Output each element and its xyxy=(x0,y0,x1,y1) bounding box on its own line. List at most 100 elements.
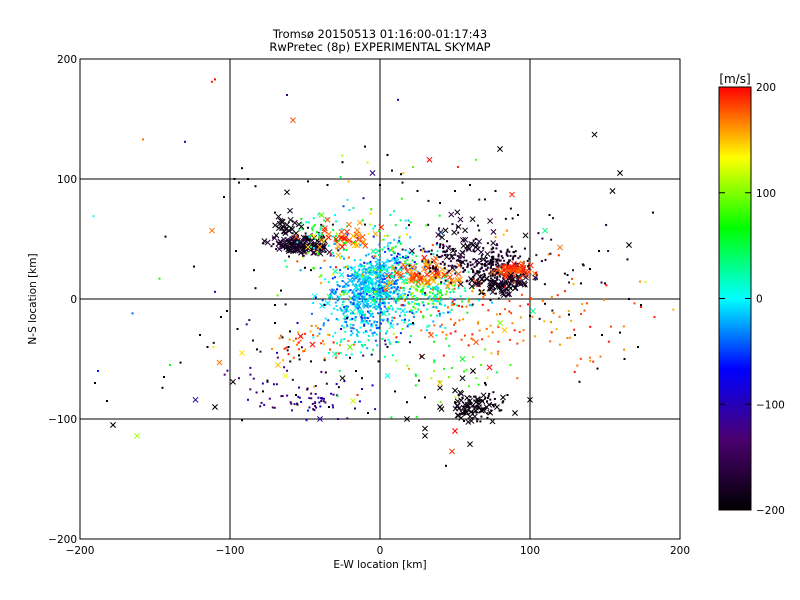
scatter-point xyxy=(334,291,337,294)
scatter-point xyxy=(439,289,442,292)
scatter-point xyxy=(568,313,570,316)
scatter-point xyxy=(319,282,322,285)
scatter-cross xyxy=(498,269,505,276)
scatter-point xyxy=(226,369,229,372)
scatter-cross xyxy=(300,234,307,241)
scatter-point xyxy=(349,289,352,292)
scatter-point xyxy=(393,286,396,289)
scatter-point xyxy=(457,258,460,261)
scatter-point xyxy=(259,350,262,353)
scatter-point xyxy=(501,263,504,266)
scatter-point xyxy=(403,304,406,307)
scatter-point xyxy=(304,232,307,235)
scatter-point xyxy=(363,295,366,298)
scatter-point xyxy=(353,341,356,344)
scatter-point xyxy=(566,274,569,276)
scatter-point xyxy=(388,294,391,297)
scatter-point xyxy=(299,339,302,342)
scatter-point xyxy=(358,331,361,334)
scatter-point xyxy=(484,397,486,400)
scatter-point xyxy=(393,291,396,294)
scatter-point xyxy=(320,274,323,277)
scatter-point xyxy=(463,269,466,272)
scatter-point xyxy=(438,314,441,317)
scatter-point xyxy=(477,299,480,302)
scatter-point xyxy=(456,254,459,257)
scatter-cross xyxy=(375,248,381,254)
scatter-point xyxy=(341,309,344,312)
scatter-point xyxy=(158,277,161,280)
scatter-cross xyxy=(350,265,357,272)
scatter-point xyxy=(418,272,421,275)
y-tick-label: −200 xyxy=(48,534,77,546)
scatter-point xyxy=(454,330,457,333)
scatter-point xyxy=(344,266,347,269)
scatter-point xyxy=(359,292,362,295)
scatter-point xyxy=(538,317,541,320)
scatter-point xyxy=(461,396,464,399)
scatter-point xyxy=(322,224,325,227)
scatter-point xyxy=(348,209,351,212)
scatter-point xyxy=(319,227,322,230)
scatter-point xyxy=(490,251,493,254)
scatter-point xyxy=(404,260,407,263)
scatter-point xyxy=(409,323,412,326)
scatter-point xyxy=(571,277,574,280)
scatter-point xyxy=(353,327,356,330)
scatter-point xyxy=(494,258,497,261)
scatter-point xyxy=(280,395,283,398)
scatter-point xyxy=(476,418,479,421)
scatter-point xyxy=(482,295,485,298)
scatter-point xyxy=(347,284,350,287)
scatter-point xyxy=(461,305,464,308)
scatter-point xyxy=(331,288,334,291)
scatter-point xyxy=(214,290,216,293)
scatter-cross xyxy=(532,274,539,281)
scatter-point xyxy=(408,262,411,265)
x-tick-label: 100 xyxy=(520,545,540,557)
scatter-point xyxy=(440,281,443,284)
scatter-point xyxy=(558,315,561,318)
scatter-point xyxy=(298,354,300,357)
scatter-cross xyxy=(359,234,366,240)
scatter-point xyxy=(406,233,409,236)
scatter-point xyxy=(359,351,362,354)
scatter-point xyxy=(238,377,240,380)
scatter-point xyxy=(318,275,321,278)
scatter-point xyxy=(340,328,342,330)
scatter-cross xyxy=(360,238,367,245)
scatter-point xyxy=(285,240,288,243)
scatter-point xyxy=(496,353,499,356)
scatter-point xyxy=(495,272,498,275)
scatter-point xyxy=(313,401,316,404)
scatter-point xyxy=(491,273,494,276)
scatter-point xyxy=(478,284,481,287)
scatter-point xyxy=(472,271,475,274)
scatter-point xyxy=(379,307,382,310)
scatter-point xyxy=(391,354,394,357)
scatter-point xyxy=(407,323,410,326)
scatter-point xyxy=(389,294,392,297)
scatter-cross xyxy=(487,218,494,224)
scatter-point xyxy=(92,215,95,218)
scatter-point xyxy=(449,297,452,300)
scatter-point xyxy=(335,317,338,320)
scatter-point xyxy=(351,273,354,276)
scatter-point xyxy=(393,257,396,260)
scatter-point xyxy=(359,340,362,343)
scatter-point xyxy=(455,266,458,269)
scatter-cross xyxy=(375,257,381,264)
scatter-point xyxy=(310,248,313,251)
scatter-point xyxy=(385,296,388,299)
scatter-point xyxy=(457,284,460,287)
scatter-point xyxy=(324,371,327,374)
scatter-point xyxy=(361,388,363,390)
scatter-point xyxy=(497,326,500,329)
scatter-point xyxy=(580,282,582,285)
scatter-point xyxy=(354,283,357,286)
scatter-point xyxy=(415,288,418,291)
scatter-point xyxy=(451,264,454,267)
scatter-point xyxy=(436,268,439,271)
scatter-point xyxy=(319,405,322,408)
